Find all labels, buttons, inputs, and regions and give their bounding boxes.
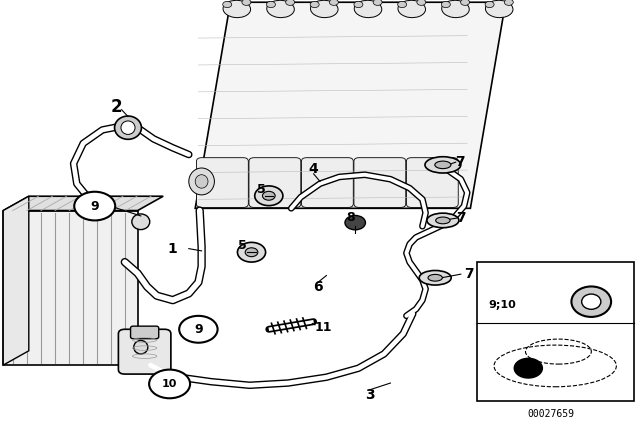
Circle shape: [373, 0, 382, 5]
Circle shape: [514, 358, 543, 378]
FancyBboxPatch shape: [354, 158, 406, 207]
Ellipse shape: [435, 161, 451, 168]
Circle shape: [504, 0, 513, 5]
Ellipse shape: [189, 168, 214, 195]
Circle shape: [461, 0, 470, 5]
Circle shape: [149, 370, 190, 398]
Polygon shape: [3, 211, 138, 365]
Circle shape: [417, 0, 426, 5]
Ellipse shape: [115, 116, 141, 139]
Circle shape: [237, 242, 266, 262]
Text: 11: 11: [314, 320, 332, 334]
Ellipse shape: [398, 0, 426, 17]
Ellipse shape: [354, 0, 382, 17]
FancyBboxPatch shape: [406, 158, 458, 207]
Circle shape: [310, 1, 319, 8]
Text: 5: 5: [237, 239, 246, 252]
Bar: [477, 262, 634, 401]
Text: 9: 9: [90, 199, 99, 213]
Ellipse shape: [425, 157, 461, 173]
Circle shape: [330, 0, 339, 5]
Text: 7: 7: [454, 155, 465, 169]
Circle shape: [262, 191, 275, 200]
Text: 9;10: 9;10: [488, 300, 516, 310]
Text: 3: 3: [365, 388, 375, 402]
Text: 4: 4: [308, 162, 319, 177]
Ellipse shape: [310, 0, 338, 17]
Ellipse shape: [572, 286, 611, 317]
Text: 7: 7: [456, 211, 466, 225]
Circle shape: [245, 248, 258, 257]
Ellipse shape: [428, 274, 442, 281]
Circle shape: [354, 1, 363, 8]
Ellipse shape: [485, 0, 513, 17]
Ellipse shape: [223, 0, 251, 17]
FancyBboxPatch shape: [301, 158, 353, 207]
Ellipse shape: [267, 0, 294, 17]
Text: 10: 10: [162, 379, 177, 389]
FancyBboxPatch shape: [249, 158, 301, 207]
Circle shape: [345, 215, 365, 230]
Polygon shape: [3, 196, 29, 365]
Circle shape: [266, 1, 275, 8]
Text: 1: 1: [168, 241, 178, 256]
Text: 9: 9: [194, 323, 203, 336]
Circle shape: [442, 1, 451, 8]
Ellipse shape: [195, 175, 208, 188]
Circle shape: [255, 186, 283, 206]
Ellipse shape: [582, 294, 601, 309]
Ellipse shape: [442, 0, 469, 17]
Polygon shape: [3, 196, 163, 211]
Circle shape: [397, 1, 406, 8]
Circle shape: [179, 316, 218, 343]
Circle shape: [485, 1, 494, 8]
Ellipse shape: [419, 271, 451, 285]
Ellipse shape: [134, 340, 148, 354]
Circle shape: [223, 1, 232, 8]
Text: 5: 5: [257, 183, 266, 197]
FancyBboxPatch shape: [118, 329, 171, 374]
Text: 6: 6: [313, 280, 323, 294]
Ellipse shape: [132, 214, 150, 230]
Ellipse shape: [121, 121, 135, 134]
Ellipse shape: [427, 213, 459, 228]
Text: 7: 7: [463, 267, 474, 281]
FancyBboxPatch shape: [196, 158, 248, 207]
Circle shape: [74, 192, 115, 220]
Circle shape: [242, 0, 251, 5]
Polygon shape: [195, 2, 506, 208]
Text: 00027659: 00027659: [527, 409, 574, 418]
Circle shape: [285, 0, 294, 5]
Ellipse shape: [436, 217, 450, 224]
FancyBboxPatch shape: [131, 326, 159, 339]
Text: 2: 2: [111, 98, 122, 116]
Text: 8: 8: [346, 211, 355, 224]
